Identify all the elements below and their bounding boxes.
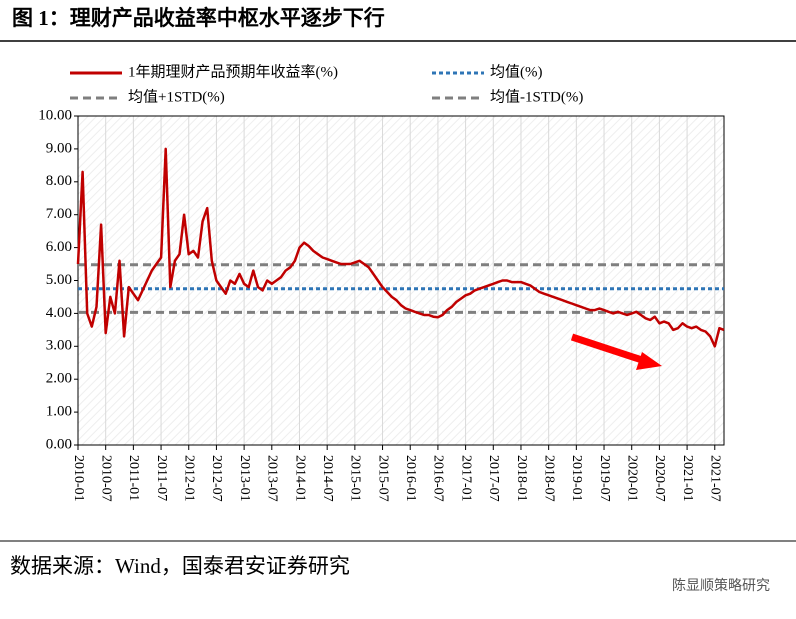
x-tick-label: 2010-07: [98, 455, 113, 502]
x-tick-label: 2021-07: [708, 455, 723, 502]
x-tick-label: 2011-07: [154, 455, 169, 501]
y-tick-label: 3.00: [46, 338, 72, 354]
y-tick-label: 2.00: [46, 371, 72, 387]
trend-arrow-head: [636, 352, 662, 370]
x-tick-label: 2014-07: [320, 455, 335, 502]
x-tick-label: 2011-01: [126, 455, 141, 501]
x-tick-label: 2012-01: [182, 455, 197, 502]
y-tick-label: 6.00: [46, 239, 72, 255]
x-tick-label: 2018-01: [514, 455, 529, 502]
x-tick-label: 2018-07: [541, 455, 556, 502]
x-tick-label: 2016-01: [403, 455, 418, 502]
legend-label: 均值(%): [490, 63, 543, 80]
x-tick-label: 2019-01: [569, 455, 584, 502]
legend-label: 均值+1STD(%): [128, 88, 225, 105]
trend-arrow: [570, 333, 650, 366]
legend-label: 均值-1STD(%): [490, 88, 583, 105]
y-tick-label: 4.00: [46, 305, 72, 321]
y-tick-label: 10.00: [38, 107, 72, 123]
x-tick-label: 2020-01: [624, 455, 639, 502]
y-tick-label: 8.00: [46, 173, 72, 189]
x-tick-label: 2010-01: [71, 455, 86, 502]
x-tick-label: 2020-07: [652, 455, 667, 502]
x-tick-label: 2019-07: [597, 455, 612, 502]
x-tick-label: 2015-01: [348, 455, 363, 502]
legend-label: 1年期理财产品预期年收益率(%): [128, 63, 338, 80]
y-tick-label: 5.00: [46, 272, 72, 288]
x-tick-label: 2015-07: [375, 455, 390, 502]
x-tick-label: 2014-01: [292, 455, 307, 502]
x-tick-label: 2017-07: [486, 455, 501, 502]
y-tick-label: 9.00: [46, 140, 72, 156]
x-tick-label: 2012-07: [209, 455, 224, 502]
chart-title: 图 1：理财产品收益率中枢水平逐步下行: [12, 6, 385, 30]
plot-background: [78, 116, 724, 445]
y-tick-label: 7.00: [46, 206, 72, 222]
x-tick-label: 2013-07: [265, 455, 280, 502]
source: 数据来源：Wind，国泰君安证券研究: [10, 554, 350, 578]
x-tick-label: 2021-01: [680, 455, 695, 502]
x-tick-label: 2016-07: [431, 455, 446, 502]
y-tick-label: 1.00: [46, 404, 72, 420]
y-tick-label: 0.00: [46, 436, 72, 452]
series-line: [76, 147, 725, 348]
x-tick-label: 2017-01: [458, 455, 473, 502]
x-tick-label: 2013-01: [237, 455, 252, 502]
watermark: 陈显顺策略研究: [672, 577, 770, 594]
plot-frame: [77, 115, 725, 446]
